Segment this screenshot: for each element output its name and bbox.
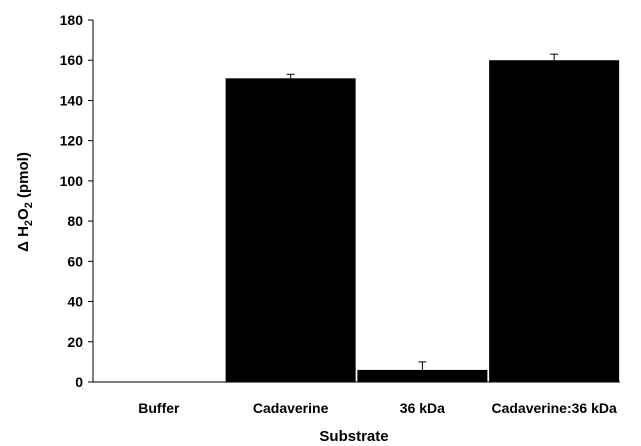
x-tick-label: Cadaverine [253, 400, 329, 416]
y-tick-label: 80 [67, 213, 83, 229]
bar-2 [357, 369, 488, 382]
x-axis: Buffer Cadaverine 36 kDa Cadaverine:36 kDa [93, 381, 620, 416]
y-tick-label: 180 [60, 12, 84, 28]
y-tick-label: 140 [60, 92, 84, 108]
y-tick-label: 0 [75, 374, 83, 390]
bar-3 [489, 60, 620, 382]
x-tick-label: 36 kDa [400, 400, 445, 416]
y-tick-label: 40 [67, 294, 83, 310]
y-axis: 0 20 40 60 80 100 120 140 160 180 [60, 12, 94, 390]
bars [225, 60, 620, 383]
y-tick-label: 60 [67, 253, 83, 269]
y-tick-label: 20 [67, 334, 83, 350]
x-axis-title: Substrate [319, 428, 388, 445]
y-tick-label: 120 [60, 133, 84, 149]
y-axis-title: Δ H2O2 (pmol) [15, 152, 35, 252]
error-bars [286, 53, 559, 370]
x-tick-label: Cadaverine:36 kDa [491, 400, 617, 416]
x-tick-label: Buffer [138, 400, 180, 416]
y-tick-label: 100 [60, 173, 84, 189]
bar-1 [225, 78, 356, 383]
y-tick-label: 160 [60, 52, 84, 68]
